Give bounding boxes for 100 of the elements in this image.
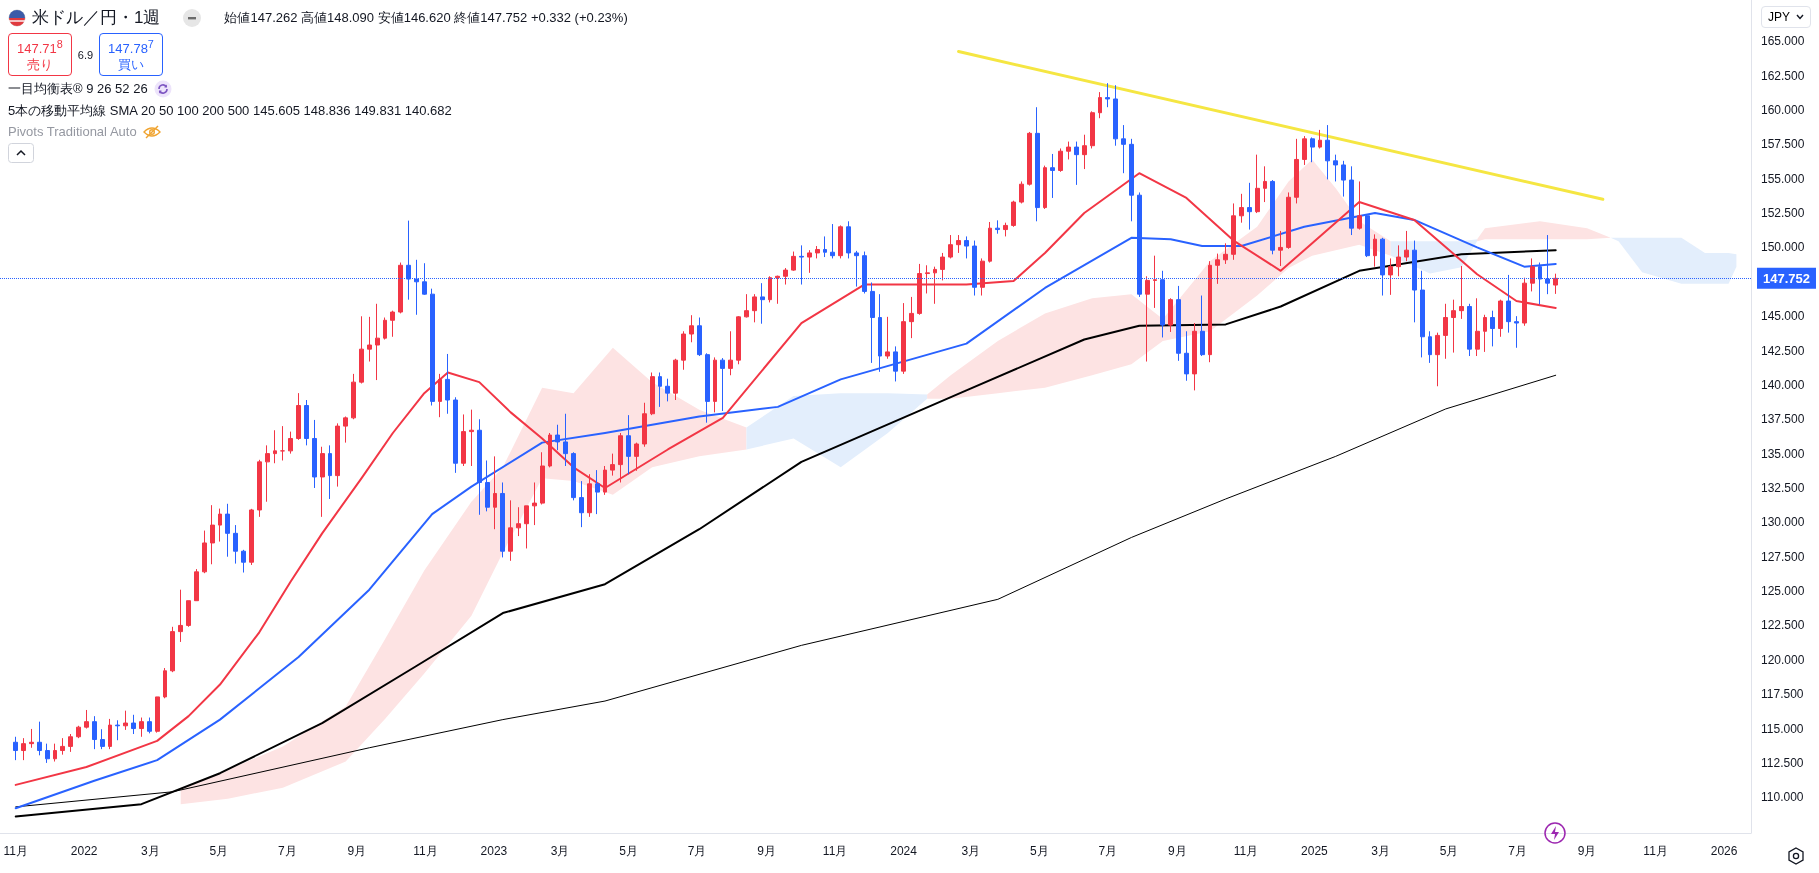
candlestick (469, 409, 474, 467)
candlestick (1483, 314, 1487, 353)
y-tick-label: 122.500 (1761, 618, 1805, 633)
candlestick (1435, 332, 1440, 387)
x-tick-label: 7月 (278, 844, 297, 858)
candlestick (367, 316, 372, 363)
y-tick-label: 160.000 (1761, 102, 1805, 117)
candlestick (925, 264, 930, 294)
candlestick (304, 399, 309, 446)
candlestick (901, 302, 906, 375)
candlestick (1247, 182, 1252, 231)
candlestick (45, 743, 50, 764)
candlestick (320, 446, 325, 518)
x-tick-label: 5月 (1439, 844, 1459, 858)
candlestick (445, 353, 450, 415)
candlestick (728, 330, 733, 376)
x-tick-label: 2025 (1301, 844, 1329, 858)
candlestick (830, 223, 835, 259)
candlestick (508, 499, 513, 562)
candlestick (1208, 260, 1212, 363)
candlestick (579, 480, 584, 528)
candlestick (878, 293, 882, 373)
candlestick (241, 549, 246, 574)
candlestick (846, 220, 851, 259)
candlestick (1490, 310, 1495, 347)
annotation: 始値147.262 高値148.090 安値146.620 終値147.752 +0.332 (+0.23%) (224, 8, 628, 27)
candlestick (60, 737, 65, 756)
candlestick (705, 352, 710, 424)
candlestick (642, 402, 647, 448)
candlestick (249, 508, 254, 566)
candlestick (1255, 154, 1260, 214)
candlestick (933, 266, 937, 305)
candlestick (917, 263, 922, 316)
y-tick-label: 117.500 (1761, 687, 1804, 702)
candlestick (1090, 110, 1095, 149)
candlestick (634, 442, 639, 472)
candlestick (37, 721, 42, 756)
candlestick (1121, 124, 1126, 174)
candlestick (1514, 315, 1519, 349)
y-tick-label: 120.000 (1761, 652, 1805, 667)
x-tick-label: 3月 (141, 844, 160, 858)
y-tick-label: 152.500 (1761, 206, 1805, 221)
candlestick (1404, 230, 1409, 262)
candlestick (92, 715, 97, 750)
annotation: 売り (26, 57, 53, 73)
candlestick (1341, 160, 1346, 198)
y-tick-label: 157.500 (1761, 137, 1805, 152)
candlestick (1200, 295, 1205, 357)
candlestick (760, 282, 765, 325)
candlestick (383, 317, 387, 341)
candlestick (178, 589, 183, 643)
candlestick (1428, 330, 1432, 364)
y-tick-label: 150.000 (1761, 240, 1805, 255)
y-tick-label: 132.500 (1761, 480, 1805, 495)
candlestick (170, 626, 175, 673)
candlestick (1129, 138, 1134, 222)
candlestick (68, 733, 73, 753)
candlestick (1003, 222, 1008, 237)
y-tick-label: 130.000 (1761, 515, 1805, 530)
annotation: 5本の移動平均線 SMA 20 50 100 200 500 145.605 148.836 149.831 140.682 (8, 102, 452, 121)
candlestick (626, 414, 631, 475)
y-tick-label: 137.500 (1761, 412, 1805, 427)
candlestick (53, 743, 57, 763)
candlestick (280, 425, 285, 461)
candlestick (1098, 91, 1102, 119)
candlestick (555, 424, 560, 451)
candlestick (988, 221, 992, 264)
candlestick (689, 314, 694, 343)
candlestick (516, 506, 521, 537)
candlestick (909, 296, 914, 339)
candlestick (1011, 200, 1016, 228)
candlestick (76, 725, 81, 739)
candlestick (948, 234, 953, 259)
candlestick (139, 717, 144, 738)
candlestick (595, 469, 600, 515)
candlestick (257, 459, 262, 518)
x-tick-label: 11月 (822, 844, 848, 858)
candlestick (995, 219, 1000, 235)
candlestick (1310, 136, 1315, 163)
x-tick-label: 9月 (1168, 844, 1187, 858)
x-tick-label: 11月 (3, 844, 28, 858)
candlestick (131, 714, 136, 735)
candlestick (720, 357, 725, 412)
candlestick (1239, 193, 1244, 224)
candlestick (956, 234, 961, 254)
y-tick-label: 110.000 (1761, 790, 1804, 805)
x-tick-label: 9月 (347, 844, 367, 858)
candlestick (1019, 180, 1024, 204)
candlestick (398, 262, 403, 314)
candlestick (1231, 202, 1236, 261)
candlestick (838, 224, 843, 259)
candlestick (783, 267, 788, 286)
ref-line-label: 147.752 (1763, 270, 1810, 286)
x-tick-label: 3月 (1371, 844, 1390, 858)
candlestick (1467, 303, 1472, 357)
candlestick (665, 378, 670, 402)
x-tick-label: 7月 (1508, 844, 1527, 858)
candlestick (1396, 244, 1401, 277)
y-axis-title: JPY (1767, 10, 1790, 24)
candlestick (524, 505, 529, 549)
